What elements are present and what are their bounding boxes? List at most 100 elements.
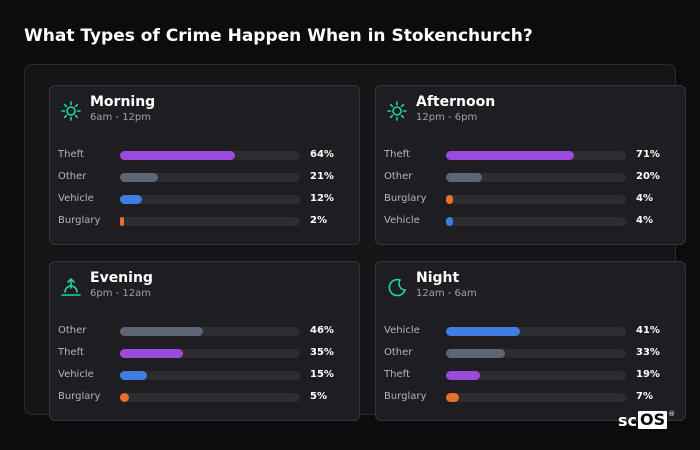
bar-row: Burglary 5% (50, 390, 359, 404)
bar-row: Other 46% (50, 324, 359, 338)
value-label: 64% (310, 149, 334, 160)
bar-row: Other 21% (50, 170, 359, 184)
bar-track (120, 173, 300, 182)
card-afternoon: Afternoon 12pm - 6pm Theft 71% Other 20% Bur… (375, 85, 686, 245)
value-label: 19% (636, 369, 660, 380)
category-label: Burglary (58, 215, 101, 226)
bar-row: Other 33% (376, 346, 685, 360)
bar-row: Vehicle 15% (50, 368, 359, 382)
category-label: Theft (384, 369, 410, 380)
bar-row: Theft 19% (376, 368, 685, 382)
value-label: 4% (636, 215, 653, 226)
value-label: 33% (636, 347, 660, 358)
category-label: Burglary (384, 391, 427, 402)
bar-fill (120, 151, 236, 160)
bar-row: Theft 35% (50, 346, 359, 360)
bar-fill (446, 349, 506, 358)
bar-row: Burglary 4% (376, 192, 685, 206)
bar-track (446, 217, 626, 226)
bar-track (120, 393, 300, 402)
bar-fill (446, 217, 454, 226)
bar-track (446, 195, 626, 204)
category-label: Other (58, 171, 87, 182)
card-evening: Evening 6pm - 12am Other 46% Theft 35% Vehic… (49, 261, 360, 421)
bar-fill (446, 371, 481, 380)
bar-track (120, 327, 300, 336)
logo-text-sc: sc (618, 410, 638, 430)
bar-fill (446, 151, 574, 160)
bar-row: Burglary 2% (50, 214, 359, 228)
bar-track (446, 393, 626, 402)
value-label: 41% (636, 325, 660, 336)
category-label: Theft (58, 347, 84, 358)
value-label: 4% (636, 193, 653, 204)
bar-fill (446, 327, 520, 336)
value-label: 7% (636, 391, 653, 402)
value-label: 15% (310, 369, 334, 380)
bar-row: Vehicle 4% (376, 214, 685, 228)
category-label: Other (384, 171, 413, 182)
card-night: Night 12am - 6am Vehicle 41% Other 33% Theft… (375, 261, 686, 421)
value-label: 71% (636, 149, 660, 160)
bar-fill (120, 349, 183, 358)
value-label: 21% (310, 171, 334, 182)
sunset-icon (61, 277, 81, 296)
bar-track (446, 327, 626, 336)
bar-fill (446, 393, 459, 402)
bar-row: Theft 64% (50, 148, 359, 162)
bar-row: Vehicle 41% (376, 324, 685, 338)
category-label: Vehicle (58, 193, 94, 204)
bar-fill (446, 195, 454, 204)
bar-track (120, 217, 300, 226)
category-label: Theft (58, 149, 84, 160)
bar-track (446, 371, 626, 380)
value-label: 12% (310, 193, 334, 204)
bar-track (446, 173, 626, 182)
value-label: 46% (310, 325, 334, 336)
bar-fill (120, 393, 129, 402)
bar-track (446, 349, 626, 358)
category-label: Other (58, 325, 87, 336)
category-label: Theft (384, 149, 410, 160)
bar-track (120, 371, 300, 380)
card-title: Night (416, 270, 460, 286)
logo-text-os: OS (638, 410, 668, 429)
category-label: Vehicle (384, 325, 420, 336)
bar-track (446, 151, 626, 160)
value-label: 5% (310, 391, 327, 402)
bar-row: Vehicle 12% (50, 192, 359, 206)
bar-fill (120, 371, 147, 380)
bar-row: Theft 71% (376, 148, 685, 162)
card-time-range: 12pm - 6pm (416, 112, 478, 123)
card-time-range: 6am - 12pm (90, 112, 152, 123)
category-label: Other (384, 347, 413, 358)
bar-track (120, 195, 300, 204)
value-label: 35% (310, 347, 334, 358)
category-label: Burglary (384, 193, 427, 204)
bar-fill (120, 173, 158, 182)
scos-logo: sc OS ® (618, 410, 675, 430)
card-title: Afternoon (416, 94, 496, 110)
bar-fill (120, 195, 142, 204)
sun-icon (61, 101, 81, 121)
registered-mark: ® (668, 410, 676, 418)
bar-fill (446, 173, 482, 182)
card-time-range: 12am - 6am (416, 288, 477, 299)
card-title: Morning (90, 94, 156, 110)
category-label: Vehicle (58, 369, 94, 380)
card-morning: Morning 6am - 12pm Theft 64% Other 21% Vehic… (49, 85, 360, 245)
moon-icon (388, 278, 407, 297)
category-label: Burglary (58, 391, 101, 402)
bar-row: Other 20% (376, 170, 685, 184)
value-label: 20% (636, 171, 660, 182)
bar-row: Burglary 7% (376, 390, 685, 404)
bar-fill (120, 327, 203, 336)
card-title: Evening (90, 270, 153, 286)
category-label: Vehicle (384, 215, 420, 226)
bar-track (120, 349, 300, 358)
bar-fill (120, 217, 124, 226)
bar-track (120, 151, 300, 160)
sun-icon (387, 101, 407, 121)
page-title: What Types of Crime Happen When in Stoke… (24, 26, 533, 46)
card-time-range: 6pm - 12am (90, 288, 152, 299)
